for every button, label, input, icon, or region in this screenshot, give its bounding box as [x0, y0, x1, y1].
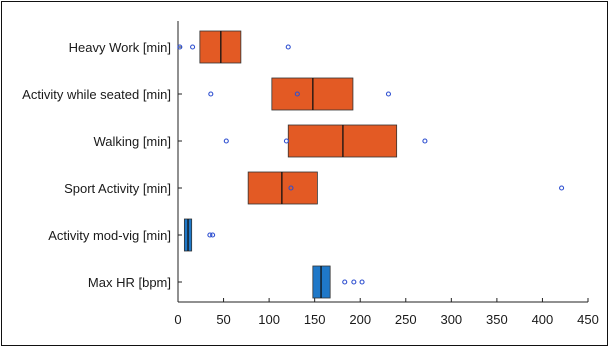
x-tick-label: 0 — [174, 312, 181, 327]
boxes-layer — [183, 30, 398, 299]
x-tick-label: 450 — [577, 312, 599, 327]
outlier-point — [223, 138, 229, 144]
y-tick-label: Activity while seated [min] — [22, 87, 171, 102]
outlier-point — [385, 91, 392, 97]
outlier-point — [288, 185, 294, 191]
y-tick-labels: Heavy Work [min] Activity while seated [m… — [22, 40, 171, 290]
x-tick-label: 150 — [304, 312, 326, 327]
x-tick-label: 200 — [349, 312, 371, 327]
outlier-point — [351, 279, 357, 285]
outlier-point — [559, 185, 565, 191]
outlier-point — [342, 279, 348, 285]
outlier-point — [210, 232, 216, 238]
x-tick-label: 50 — [216, 312, 230, 327]
y-tick-label: Activity mod-vig [min] — [48, 228, 171, 243]
x-tick-label: 250 — [395, 312, 417, 327]
x-tick-label: 300 — [440, 312, 462, 327]
outlier-point — [294, 91, 300, 97]
outlier-point — [285, 44, 291, 50]
outlier-point — [359, 279, 365, 285]
outlier-point — [190, 44, 196, 50]
x-tick-labels: 0 50 100 150 200 250 300 350 400 450 — [174, 312, 598, 327]
outlier-point — [208, 91, 214, 97]
outlier-point — [207, 232, 213, 238]
box — [247, 171, 318, 205]
plot-axes — [177, 21, 589, 303]
outlier-point — [422, 138, 428, 144]
y-tick-label: Max HR [bpm] — [88, 275, 171, 290]
y-tick-label: Sport Activity [min] — [64, 181, 171, 196]
y-tick-label: Walking [min] — [93, 134, 171, 149]
y-tick-label: Heavy Work [min] — [69, 40, 171, 55]
outliers-layer — [177, 44, 565, 285]
x-tick-label: 400 — [532, 312, 554, 327]
outlier-point — [177, 44, 183, 50]
x-tick-label: 100 — [258, 312, 280, 327]
outlier-point — [283, 138, 289, 144]
x-tick-label: 350 — [486, 312, 508, 327]
